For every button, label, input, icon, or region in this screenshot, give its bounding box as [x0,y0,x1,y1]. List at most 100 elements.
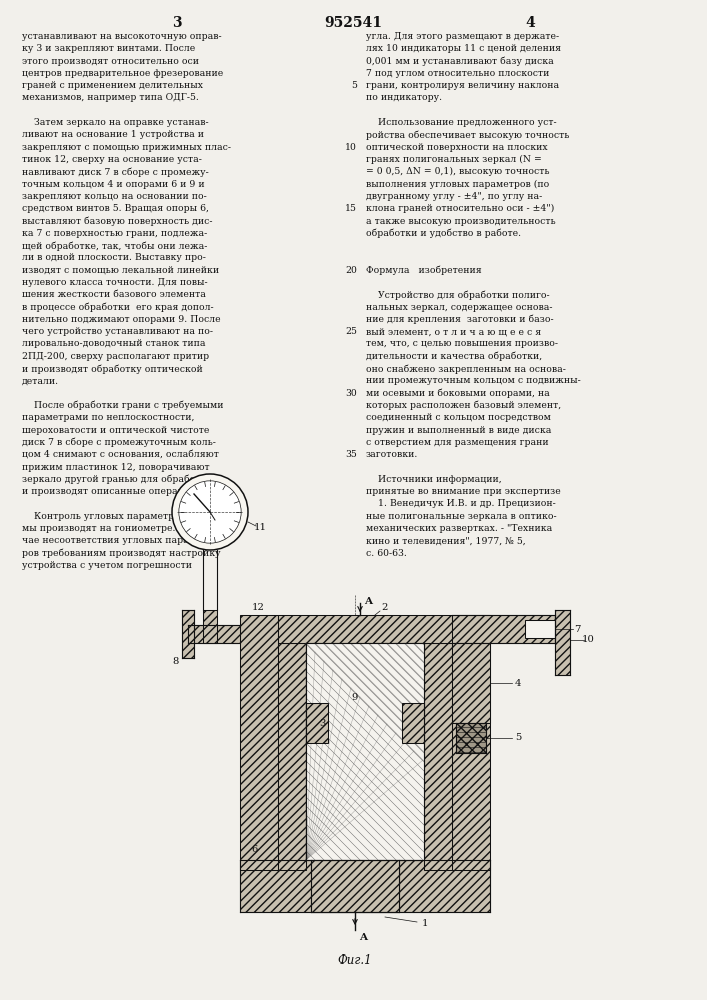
Text: Формула   изобретения: Формула изобретения [366,266,481,275]
Text: принятые во внимание при экспертизе: принятые во внимание при экспертизе [366,487,561,496]
Bar [555,610,570,675]
Text: пружин и выполненный в виде диска: пружин и выполненный в виде диска [366,426,551,435]
Text: 2: 2 [382,602,388,611]
Text: навливают диск 7 в сборе с промежу-: навливают диск 7 в сборе с промежу- [22,167,209,177]
Text: соединенный с кольцом посредством: соединенный с кольцом посредством [366,413,551,422]
Text: устанавливают на высокоточную оправ-: устанавливают на высокоточную оправ- [22,32,221,41]
Text: механизмов, например типа ОДГ-5.: механизмов, например типа ОДГ-5. [22,94,199,103]
Text: 11: 11 [254,522,267,532]
Text: закрепляют кольцо на основании по-: закрепляют кольцо на основании по- [22,192,206,201]
Text: центров предварительное фрезерование: центров предварительное фрезерование [22,69,223,78]
Text: с. 60-63.: с. 60-63. [366,549,407,558]
Text: 2ПД-200, сверху располагают притир: 2ПД-200, сверху располагают притир [22,352,209,361]
Text: нии промежуточным кольцом с подвижны-: нии промежуточным кольцом с подвижны- [366,376,580,385]
Text: Контроль угловых параметров приз-: Контроль угловых параметров приз- [22,512,215,521]
Text: ку 3 и закрепляют винтами. После: ку 3 и закрепляют винтами. После [22,44,195,53]
Bar [311,860,399,912]
Text: дительности и качества обработки,: дительности и качества обработки, [366,352,542,361]
Text: Использование предложенного уст-: Использование предложенного уст- [366,118,556,127]
Text: которых расположен базовый элемент,: которых расположен базовый элемент, [366,401,561,410]
Text: ли в одной плоскости. Выставку про-: ли в одной плоскости. Выставку про- [22,253,206,262]
Bar [278,643,306,870]
Text: оптической поверхности на плоских: оптической поверхности на плоских [366,143,548,152]
Text: 5: 5 [515,734,521,742]
Text: клона граней относительно оси - ±4"): клона граней относительно оси - ±4") [366,204,554,213]
Text: зеркало другой гранью для обработки: зеркало другой гранью для обработки [22,475,213,484]
Text: с отверстием для размещения грани: с отверстием для размещения грани [366,438,549,447]
Text: 25: 25 [345,327,357,336]
Text: A: A [364,597,372,606]
Text: этого производят относительно оси: этого производят относительно оси [22,57,199,66]
Text: чего устройство устанавливают на по-: чего устройство устанавливают на по- [22,327,213,336]
Text: 4: 4 [515,678,521,688]
Text: механических развертках. - "Техника: механических развертках. - "Техника [366,524,552,533]
Text: 8: 8 [173,656,179,666]
Bar [456,723,486,753]
Bar [424,643,452,870]
Text: чае несоответствия угловых параметр-: чае несоответствия угловых параметр- [22,536,216,545]
Text: 15: 15 [345,204,357,213]
Text: 10: 10 [345,143,357,152]
Text: выставляют базовую поверхность дис-: выставляют базовую поверхность дис- [22,217,213,226]
Text: 952541: 952541 [324,16,382,30]
Text: изводят с помощью лекальной линейки: изводят с помощью лекальной линейки [22,266,219,275]
Text: кино и телевидения", 1977, № 5,: кино и телевидения", 1977, № 5, [366,536,525,545]
Circle shape [179,481,241,543]
Text: средством винтов 5. Вращая опоры 6,: средством винтов 5. Вращая опоры 6, [22,204,209,213]
Text: тем, что, с целью повышения произво-: тем, что, с целью повышения произво- [366,340,558,349]
Text: оно снабжено закрепленным на основа-: оно снабжено закрепленным на основа- [366,364,566,374]
Bar [525,620,555,638]
Bar [240,860,490,912]
Text: 7: 7 [574,624,580,634]
Text: 10: 10 [582,636,595,645]
Text: нулевого класса точности. Для повы-: нулевого класса точности. Для повы- [22,278,208,287]
Text: параметрами по неплоскостности,: параметрами по неплоскостности, [22,413,194,422]
Text: ние для крепления  заготовки и базо-: ние для крепления заготовки и базо- [366,315,554,324]
Text: точным кольцом 4 и опорами 6 и 9 и: точным кольцом 4 и опорами 6 и 9 и [22,180,204,189]
Text: 4: 4 [525,16,535,30]
Text: обработки и удобство в работе.: обработки и удобство в работе. [366,229,521,238]
Text: 12: 12 [252,602,264,611]
Text: по индикатору.: по индикатору. [366,94,442,103]
Bar [306,703,328,743]
Text: щей обработке, так, чтобы они лежа-: щей обработке, так, чтобы они лежа- [22,241,207,251]
Text: прижим пластинок 12, поворачивают: прижим пластинок 12, поворачивают [22,462,209,472]
Text: шения жесткости базового элемента: шения жесткости базового элемента [22,290,206,299]
Text: мы производят на гониометре. В слу-: мы производят на гониометре. В слу- [22,524,208,533]
Text: ливают на основание 1 устройства и: ливают на основание 1 устройства и [22,130,204,139]
Text: грани, контролируя величину наклона: грани, контролируя величину наклона [366,81,559,90]
Text: детали.: детали. [22,376,59,385]
Text: гранях полигональных зеркал (N =: гранях полигональных зеркал (N = [366,155,542,164]
Bar [203,610,217,643]
Bar [306,643,424,860]
Text: 1: 1 [422,920,428,928]
Text: цом 4 снимают с основания, ослабляют: цом 4 снимают с основания, ослабляют [22,450,219,459]
Bar [182,610,194,658]
Text: 6: 6 [252,846,258,854]
Text: шероховатости и оптической чистоте: шероховатости и оптической чистоте [22,426,209,435]
Text: 9: 9 [352,694,358,702]
Text: выполнения угловых параметров (по: выполнения угловых параметров (по [366,180,549,189]
Text: ка 7 с поверхностью грани, подлежа-: ка 7 с поверхностью грани, подлежа- [22,229,207,238]
Text: = 0 0,5, ΔN = 0,1), высокую точность: = 0 0,5, ΔN = 0,1), высокую точность [366,167,549,176]
Text: диск 7 в сборе с промежуточным коль-: диск 7 в сборе с промежуточным коль- [22,438,216,447]
Text: заготовки.: заготовки. [366,450,419,459]
Text: ные полигональные зеркала в оптико-: ные полигональные зеркала в оптико- [366,512,556,521]
Text: 1. Венедичук И.В. и др. Прецизион-: 1. Венедичук И.В. и др. Прецизион- [366,499,556,508]
Text: Фиг.1: Фиг.1 [338,954,373,967]
Text: Затем зеркало на оправке устанав-: Затем зеркало на оправке устанав- [22,118,209,127]
Circle shape [172,474,248,550]
Text: Устройство для обработки полиго-: Устройство для обработки полиго- [366,290,549,300]
Text: вый элемент, о т л и ч а ю щ е е с я: вый элемент, о т л и ч а ю щ е е с я [366,327,541,336]
Text: ми осевыми и боковыми опорами, на: ми осевыми и боковыми опорами, на [366,389,550,398]
Text: 30: 30 [345,389,357,398]
Text: лировально-доводочный станок типа: лировально-доводочный станок типа [22,340,206,349]
Text: угла. Для этого размещают в держате-: угла. Для этого размещают в держате- [366,32,559,41]
Text: двугранному углу - ±4", по углу на-: двугранному углу - ±4", по углу на- [366,192,542,201]
Text: тинок 12, сверху на основание уста-: тинок 12, сверху на основание уста- [22,155,202,164]
Text: устройства с учетом погрешности: устройства с учетом погрешности [22,561,192,570]
Text: граней с применением делительных: граней с применением делительных [22,81,203,90]
Text: и производят описанные операции.: и производят описанные операции. [22,487,199,496]
Bar [278,615,452,643]
Text: ройства обеспечивает высокую точность: ройства обеспечивает высокую точность [366,130,569,140]
